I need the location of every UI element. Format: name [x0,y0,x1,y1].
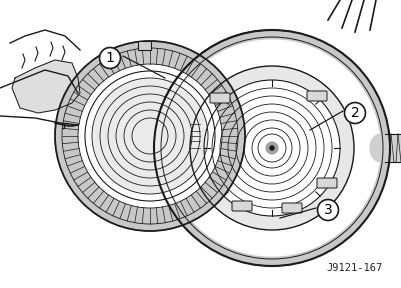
FancyBboxPatch shape [281,203,301,213]
Text: 1: 1 [105,51,114,65]
Circle shape [79,65,221,207]
Circle shape [164,40,379,256]
Circle shape [154,30,389,266]
FancyBboxPatch shape [138,41,151,50]
Circle shape [190,66,353,230]
Circle shape [269,146,273,150]
Circle shape [205,81,338,215]
Text: 2: 2 [350,106,358,120]
Circle shape [92,78,207,194]
FancyBboxPatch shape [316,178,336,188]
Polygon shape [12,60,80,113]
Circle shape [265,142,277,154]
FancyBboxPatch shape [209,93,229,103]
Text: 3: 3 [323,203,332,217]
FancyBboxPatch shape [231,201,251,211]
Ellipse shape [369,134,389,162]
FancyBboxPatch shape [306,91,326,101]
Text: J9121-167: J9121-167 [326,263,382,273]
